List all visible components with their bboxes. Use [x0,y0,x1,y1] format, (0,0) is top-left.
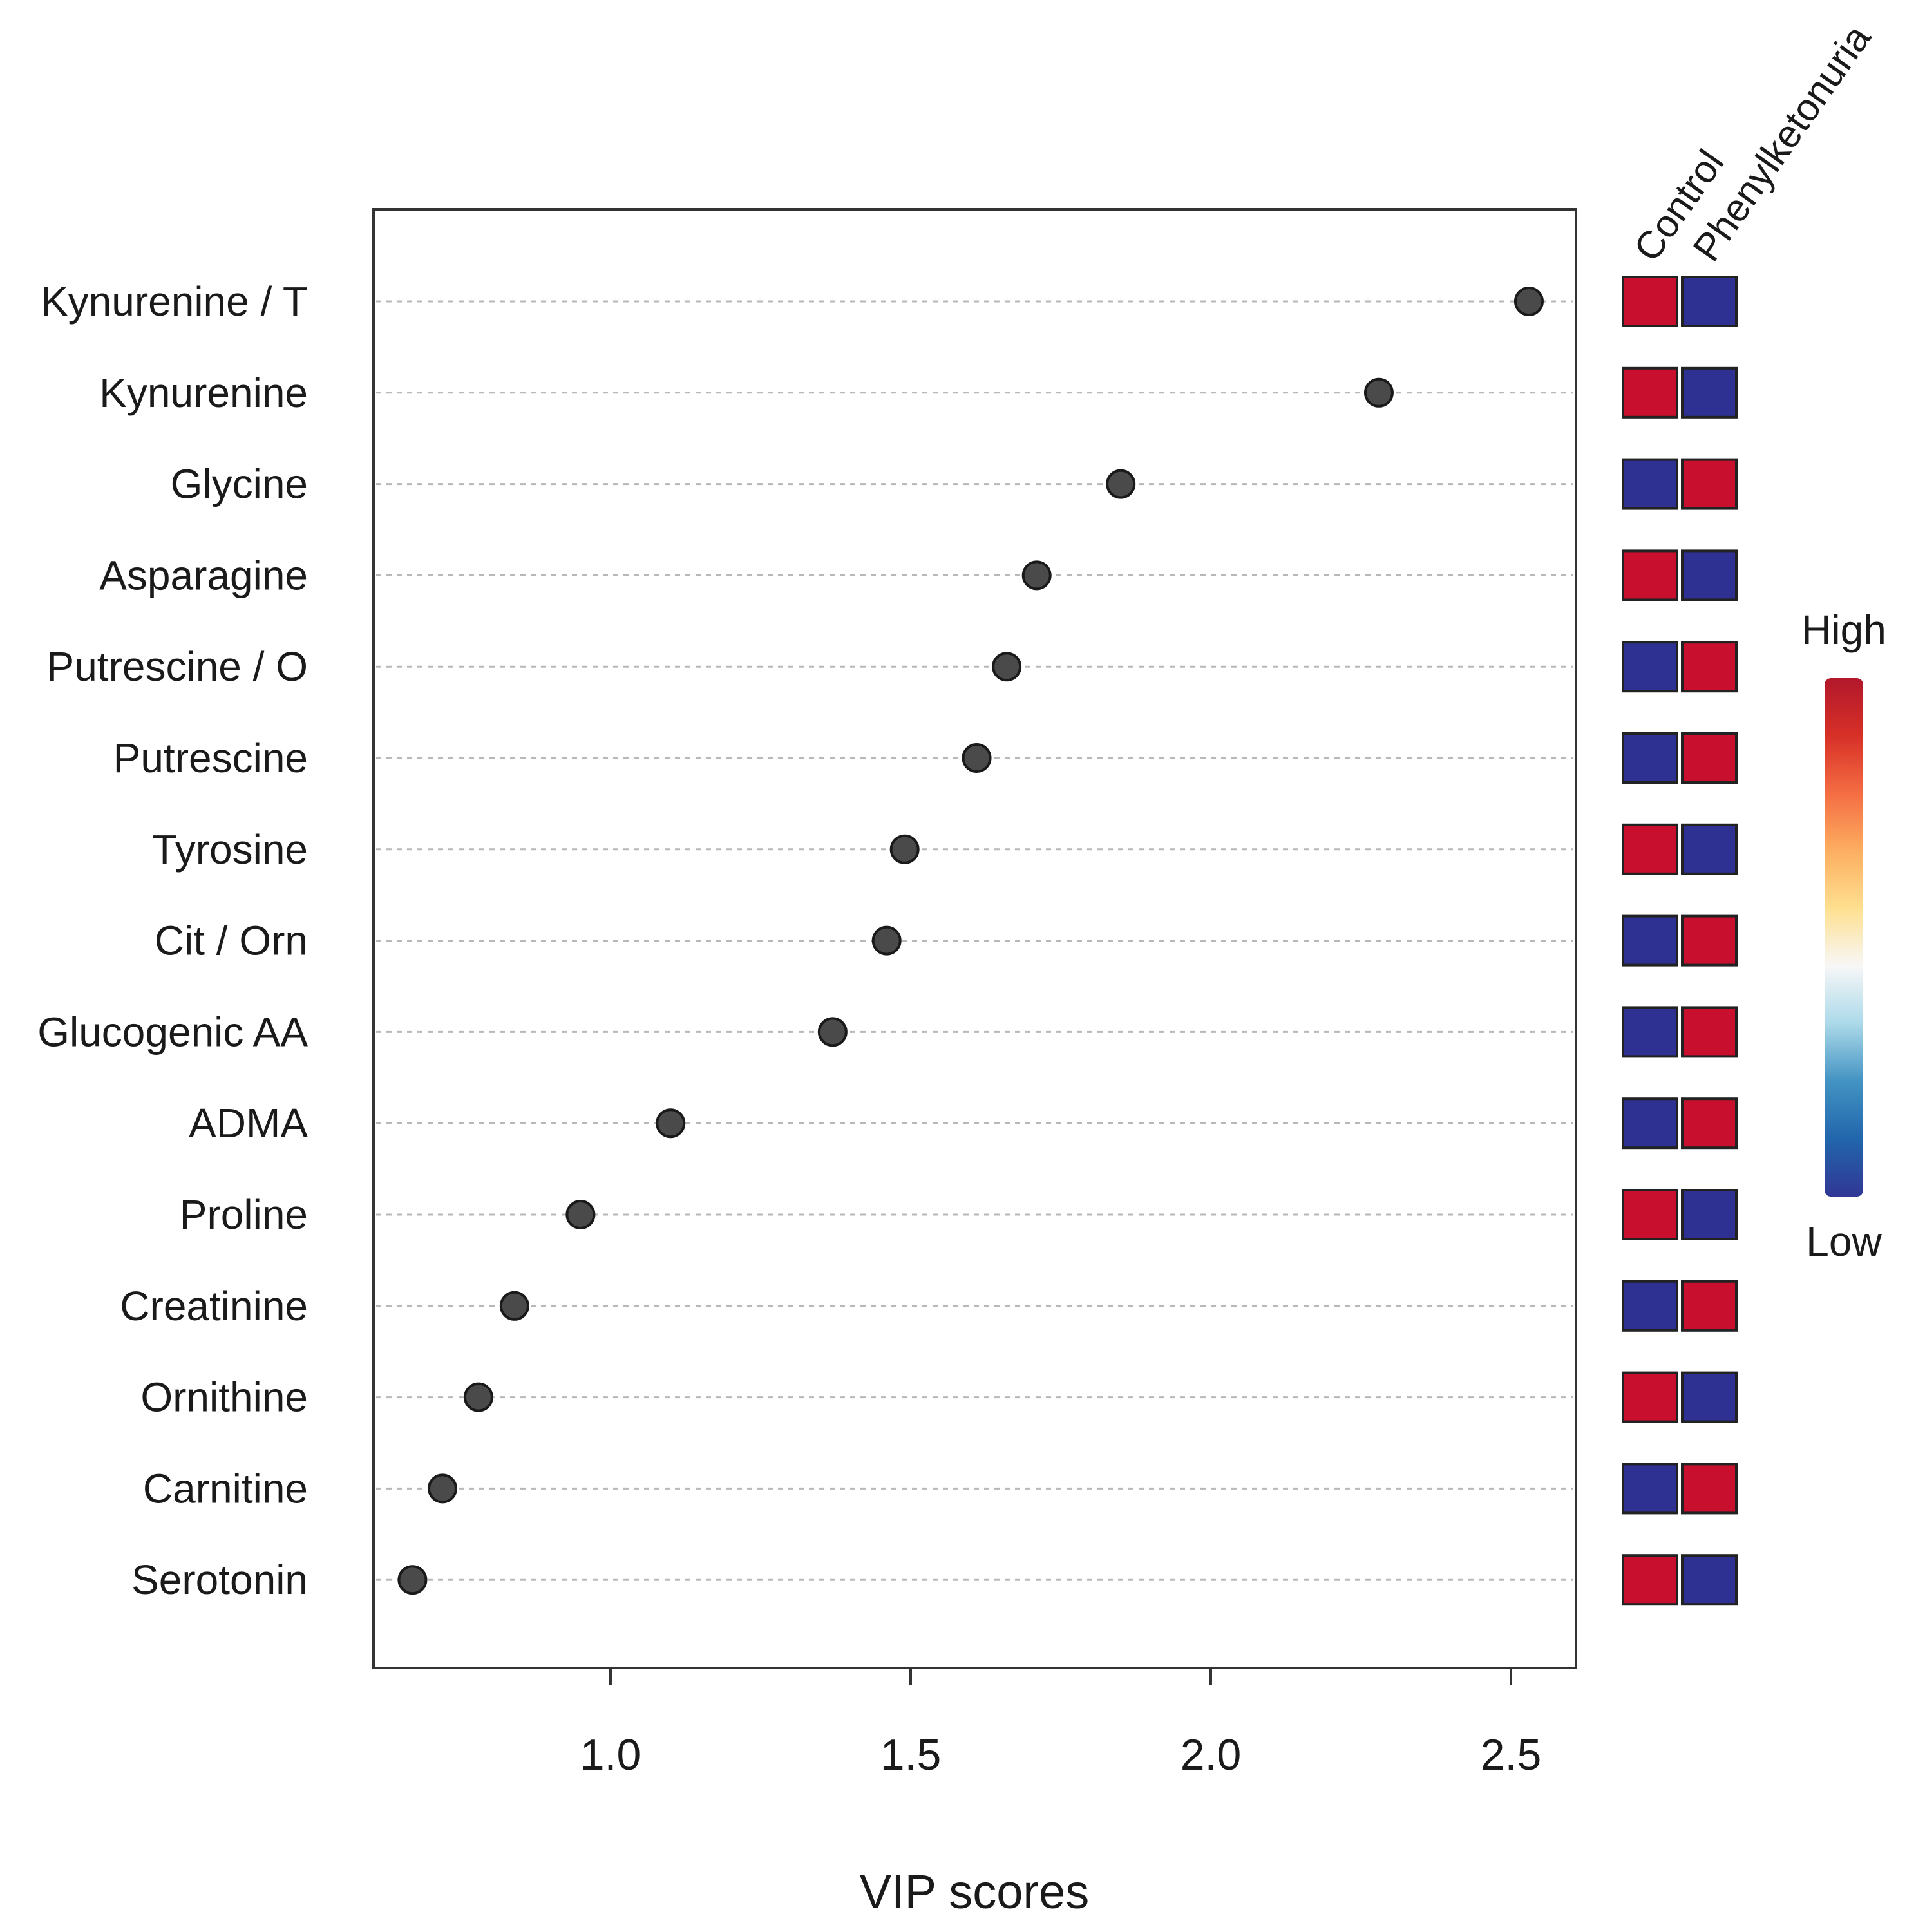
vip-point [1021,560,1052,591]
vip-point [1363,377,1394,408]
legend-low-label: Low [1806,1218,1882,1265]
level-cell-control [1622,823,1678,875]
metabolite-label: Tyrosine [152,826,308,873]
group-label-phenylketonuria: Phenylketonuria [1685,17,1879,269]
metabolite-label: Kynurenine [99,370,308,416]
vip-point [499,1291,529,1321]
vip-point [463,1382,493,1412]
level-cell-phenylketonuria [1681,1280,1738,1332]
level-cell-phenylketonuria [1681,914,1738,967]
metabolite-label: Carnitine [143,1465,308,1511]
level-cell-control [1622,1097,1678,1150]
level-cell-phenylketonuria [1681,366,1738,419]
vip-point [889,834,920,864]
level-cell-phenylketonuria [1681,1006,1738,1058]
metabolite-label: Putrescine / O [47,643,308,690]
vip-point [962,743,992,773]
level-cell-control [1622,1006,1678,1058]
level-cell-phenylketonuria [1681,549,1738,601]
level-cell-phenylketonuria [1681,1097,1738,1150]
level-cell-control [1622,641,1678,693]
level-cell-control [1622,1371,1678,1423]
level-cell-phenylketonuria [1681,1554,1738,1606]
level-cell-control [1622,914,1678,967]
vip-point [817,1017,848,1047]
metabolite-label: Cit / Orn [155,918,308,964]
metabolite-label: Glucogenic AA [37,1009,308,1055]
level-cell-phenylketonuria [1681,458,1738,510]
gridlines [376,300,1573,1581]
level-cell-control [1622,1463,1678,1515]
metabolite-labels: Kynurenine / T Kynurenine Glycine Asparagin… [37,278,308,1603]
vip-point [1513,287,1544,316]
level-cell-control [1622,1189,1678,1240]
level-cell-phenylketonuria [1681,1463,1738,1515]
vip-point [565,1200,596,1229]
level-cell-control [1622,458,1678,510]
level-cell-control [1622,366,1678,419]
level-cell-control [1622,276,1678,327]
x-axis-title: VIP scores [860,1865,1089,1918]
metabolite-label: Serotonin [131,1557,308,1603]
metabolite-label: Ornithine [140,1374,308,1421]
level-cell-phenylketonuria [1681,1189,1738,1240]
metabolite-label: ADMA [189,1100,308,1146]
plot-frame [372,208,1577,1669]
group-level-heatmap [1622,276,1738,1606]
x-tick-label: 2.5 [1481,1730,1542,1779]
vip-point [428,1473,458,1504]
color-legend: High Low [1801,607,1886,1265]
vip-point [1106,469,1136,499]
x-axis: 1.0 1.5 2.0 2.5 [580,1668,1542,1779]
legend-high-label: High [1801,607,1886,653]
level-cell-phenylketonuria [1681,823,1738,875]
vip-point [656,1108,686,1139]
metabolite-label: Asparagine [99,552,308,598]
level-cell-phenylketonuria [1681,641,1738,693]
legend-color-bar [1825,678,1863,1197]
vip-point [871,925,902,956]
x-tick-label: 2.0 [1181,1730,1242,1779]
metabolite-label: Creatinine [120,1283,308,1329]
level-cell-phenylketonuria [1681,732,1738,784]
x-tick-label: 1.0 [580,1730,641,1779]
vip-point [397,1565,428,1595]
level-cell-phenylketonuria [1681,276,1738,327]
vip-point [992,652,1022,682]
level-cell-control [1622,1554,1678,1606]
x-tick-label: 1.5 [880,1730,942,1779]
level-cell-phenylketonuria [1681,1371,1738,1423]
level-cell-control [1622,1280,1678,1332]
metabolite-label: Putrescine [113,735,308,781]
metabolite-label: Proline [180,1191,308,1238]
level-cell-control [1622,732,1678,784]
metabolite-label: Kynurenine / T [41,278,308,325]
level-cell-control [1622,549,1678,601]
metabolite-label: Glycine [171,461,308,507]
vip-points [397,287,1544,1595]
